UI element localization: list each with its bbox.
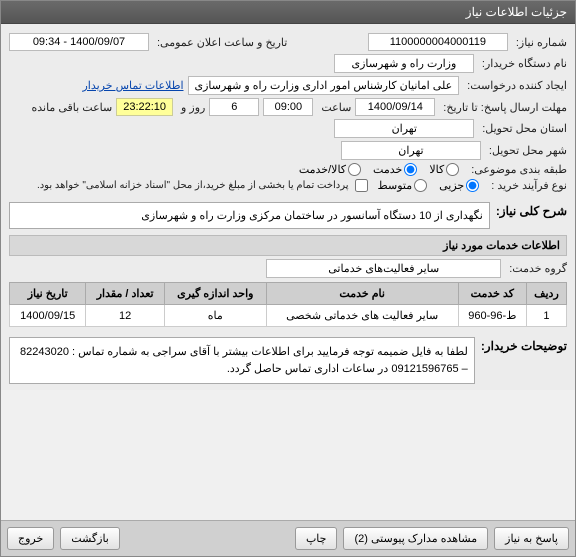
requester-value: علی امانیان کارشناس امور اداری وزارت راه… bbox=[188, 76, 460, 95]
row-requester: ایجاد کننده درخواست: علی امانیان کارشناس… bbox=[9, 76, 567, 95]
deadline-time: 09:00 bbox=[263, 98, 313, 116]
deadline-date: 1400/09/14 bbox=[355, 98, 435, 116]
province-value: تهران bbox=[334, 119, 474, 138]
days-remaining: 6 bbox=[209, 98, 259, 116]
row-description: شرح کلی نیاز: نگهداری از 10 دستگاه آسانس… bbox=[9, 198, 567, 229]
row-buyer-note: توضیحات خریدار: لطفا به فایل ضمیمه توجه … bbox=[9, 333, 567, 384]
buyer-note-label: توضیحات خریدار: bbox=[481, 333, 567, 353]
table-header-row: ردیف کد خدمت نام خدمت واحد اندازه گیری ت… bbox=[10, 283, 567, 305]
row-category: طبقه بندی موضوعی: کالا خدمت کالا/خدمت bbox=[9, 163, 567, 176]
deadline-label: مهلت ارسال پاسخ: تا تاریخ: bbox=[443, 101, 567, 114]
service-group-value: سایر فعالیت‌های خدماتی bbox=[266, 259, 501, 278]
buyer-note-box: لطفا به فایل ضمیمه توجه فرمایید برای اطل… bbox=[9, 337, 475, 384]
services-section-header: اطلاعات خدمات مورد نیاز bbox=[9, 235, 567, 256]
radio-goods-label: کالا bbox=[429, 163, 444, 176]
radio-service[interactable] bbox=[404, 163, 417, 176]
category-label: طبقه بندی موضوعی: bbox=[471, 163, 567, 176]
need-number-label: شماره نیاز: bbox=[516, 36, 567, 49]
td-unit: ماه bbox=[164, 305, 266, 327]
services-table: ردیف کد خدمت نام خدمت واحد اندازه گیری ت… bbox=[9, 282, 567, 327]
days-label: روز و bbox=[181, 101, 205, 114]
desc-box: نگهداری از 10 دستگاه آسانسور در ساختمان … bbox=[9, 202, 490, 229]
attachments-button[interactable]: مشاهده مدارک پیوستی (2) bbox=[343, 527, 488, 550]
radio-goods-service-label: کالا/خدمت bbox=[299, 163, 346, 176]
row-deadline: مهلت ارسال پاسخ: تا تاریخ: 1400/09/14 سا… bbox=[9, 98, 567, 116]
buyer-org-label: نام دستگاه خریدار: bbox=[482, 57, 567, 70]
countdown-clock: 23:22:10 bbox=[116, 98, 173, 116]
td-row: 1 bbox=[526, 305, 566, 327]
radio-goods[interactable] bbox=[446, 163, 459, 176]
radio-partial[interactable] bbox=[466, 179, 479, 192]
radio-medium-label: متوسط bbox=[378, 179, 413, 192]
td-name: سایر فعالیت های خدماتی شخصی bbox=[266, 305, 458, 327]
row-service-group: گروه خدمت: سایر فعالیت‌های خدماتی bbox=[9, 259, 567, 278]
td-code: ط-96-960 bbox=[458, 305, 526, 327]
window-title: جزئیات اطلاعات نیاز bbox=[466, 5, 567, 19]
table-row: 1 ط-96-960 سایر فعالیت های خدماتی شخصی م… bbox=[10, 305, 567, 327]
desc-label: شرح کلی نیاز: bbox=[496, 198, 567, 218]
th-date: تاریخ نیاز bbox=[10, 283, 86, 305]
reply-button[interactable]: پاسخ به نیاز bbox=[494, 527, 569, 550]
radio-service-label: خدمت bbox=[373, 163, 402, 176]
footer-toolbar: پاسخ به نیاز مشاهده مدارک پیوستی (2) چاپ… bbox=[1, 520, 575, 556]
city-value: تهران bbox=[341, 141, 481, 160]
city-label: شهر محل تحویل: bbox=[489, 144, 567, 157]
back-button[interactable]: بازگشت bbox=[60, 527, 120, 550]
window-titlebar: جزئیات اطلاعات نیاز bbox=[1, 1, 575, 24]
th-code: کد خدمت bbox=[458, 283, 526, 305]
process-label: نوع فرآیند خرید : bbox=[491, 179, 567, 192]
th-name: نام خدمت bbox=[266, 283, 458, 305]
buyer-org-value: وزارت راه و شهرسازی bbox=[334, 54, 474, 73]
requester-label: ایجاد کننده درخواست: bbox=[467, 79, 567, 92]
province-label: استان محل تحویل: bbox=[482, 122, 567, 135]
row-province: استان محل تحویل: تهران bbox=[9, 119, 567, 138]
announce-label: تاریخ و ساعت اعلان عمومی: bbox=[157, 36, 287, 49]
announce-value: 1400/09/07 - 09:34 bbox=[9, 33, 149, 51]
service-group-label: گروه خدمت: bbox=[509, 262, 567, 275]
payment-note: پرداخت تمام یا بخشی از مبلغ خرید،از محل … bbox=[37, 180, 349, 191]
th-qty: تعداد / مقدار bbox=[86, 283, 165, 305]
remain-label: ساعت باقی مانده bbox=[31, 101, 112, 114]
th-unit: واحد اندازه گیری bbox=[164, 283, 266, 305]
radio-medium[interactable] bbox=[414, 179, 427, 192]
time-label: ساعت bbox=[321, 101, 351, 114]
exit-button[interactable]: خروج bbox=[7, 527, 54, 550]
need-number-value: 1100000004000119 bbox=[368, 33, 508, 51]
need-details-window: جزئیات اطلاعات نیاز شماره نیاز: 11000000… bbox=[0, 0, 576, 557]
buyer-contact-link[interactable]: اطلاعات تماس خریدار bbox=[82, 79, 183, 92]
row-process: نوع فرآیند خرید : جزیی متوسط پرداخت تمام… bbox=[9, 179, 567, 192]
td-date: 1400/09/15 bbox=[10, 305, 86, 327]
checkbox-treasury[interactable] bbox=[355, 179, 368, 192]
td-qty: 12 bbox=[86, 305, 165, 327]
th-row: ردیف bbox=[526, 283, 566, 305]
radio-partial-label: جزیی bbox=[439, 179, 464, 192]
radio-goods-service[interactable] bbox=[348, 163, 361, 176]
content-area: شماره نیاز: 1100000004000119 تاریخ و ساع… bbox=[1, 24, 575, 390]
print-button[interactable]: چاپ bbox=[295, 527, 338, 550]
row-need-number: شماره نیاز: 1100000004000119 تاریخ و ساع… bbox=[9, 33, 567, 51]
row-buyer-org: نام دستگاه خریدار: وزارت راه و شهرسازی bbox=[9, 54, 567, 73]
row-city: شهر محل تحویل: تهران bbox=[9, 141, 567, 160]
